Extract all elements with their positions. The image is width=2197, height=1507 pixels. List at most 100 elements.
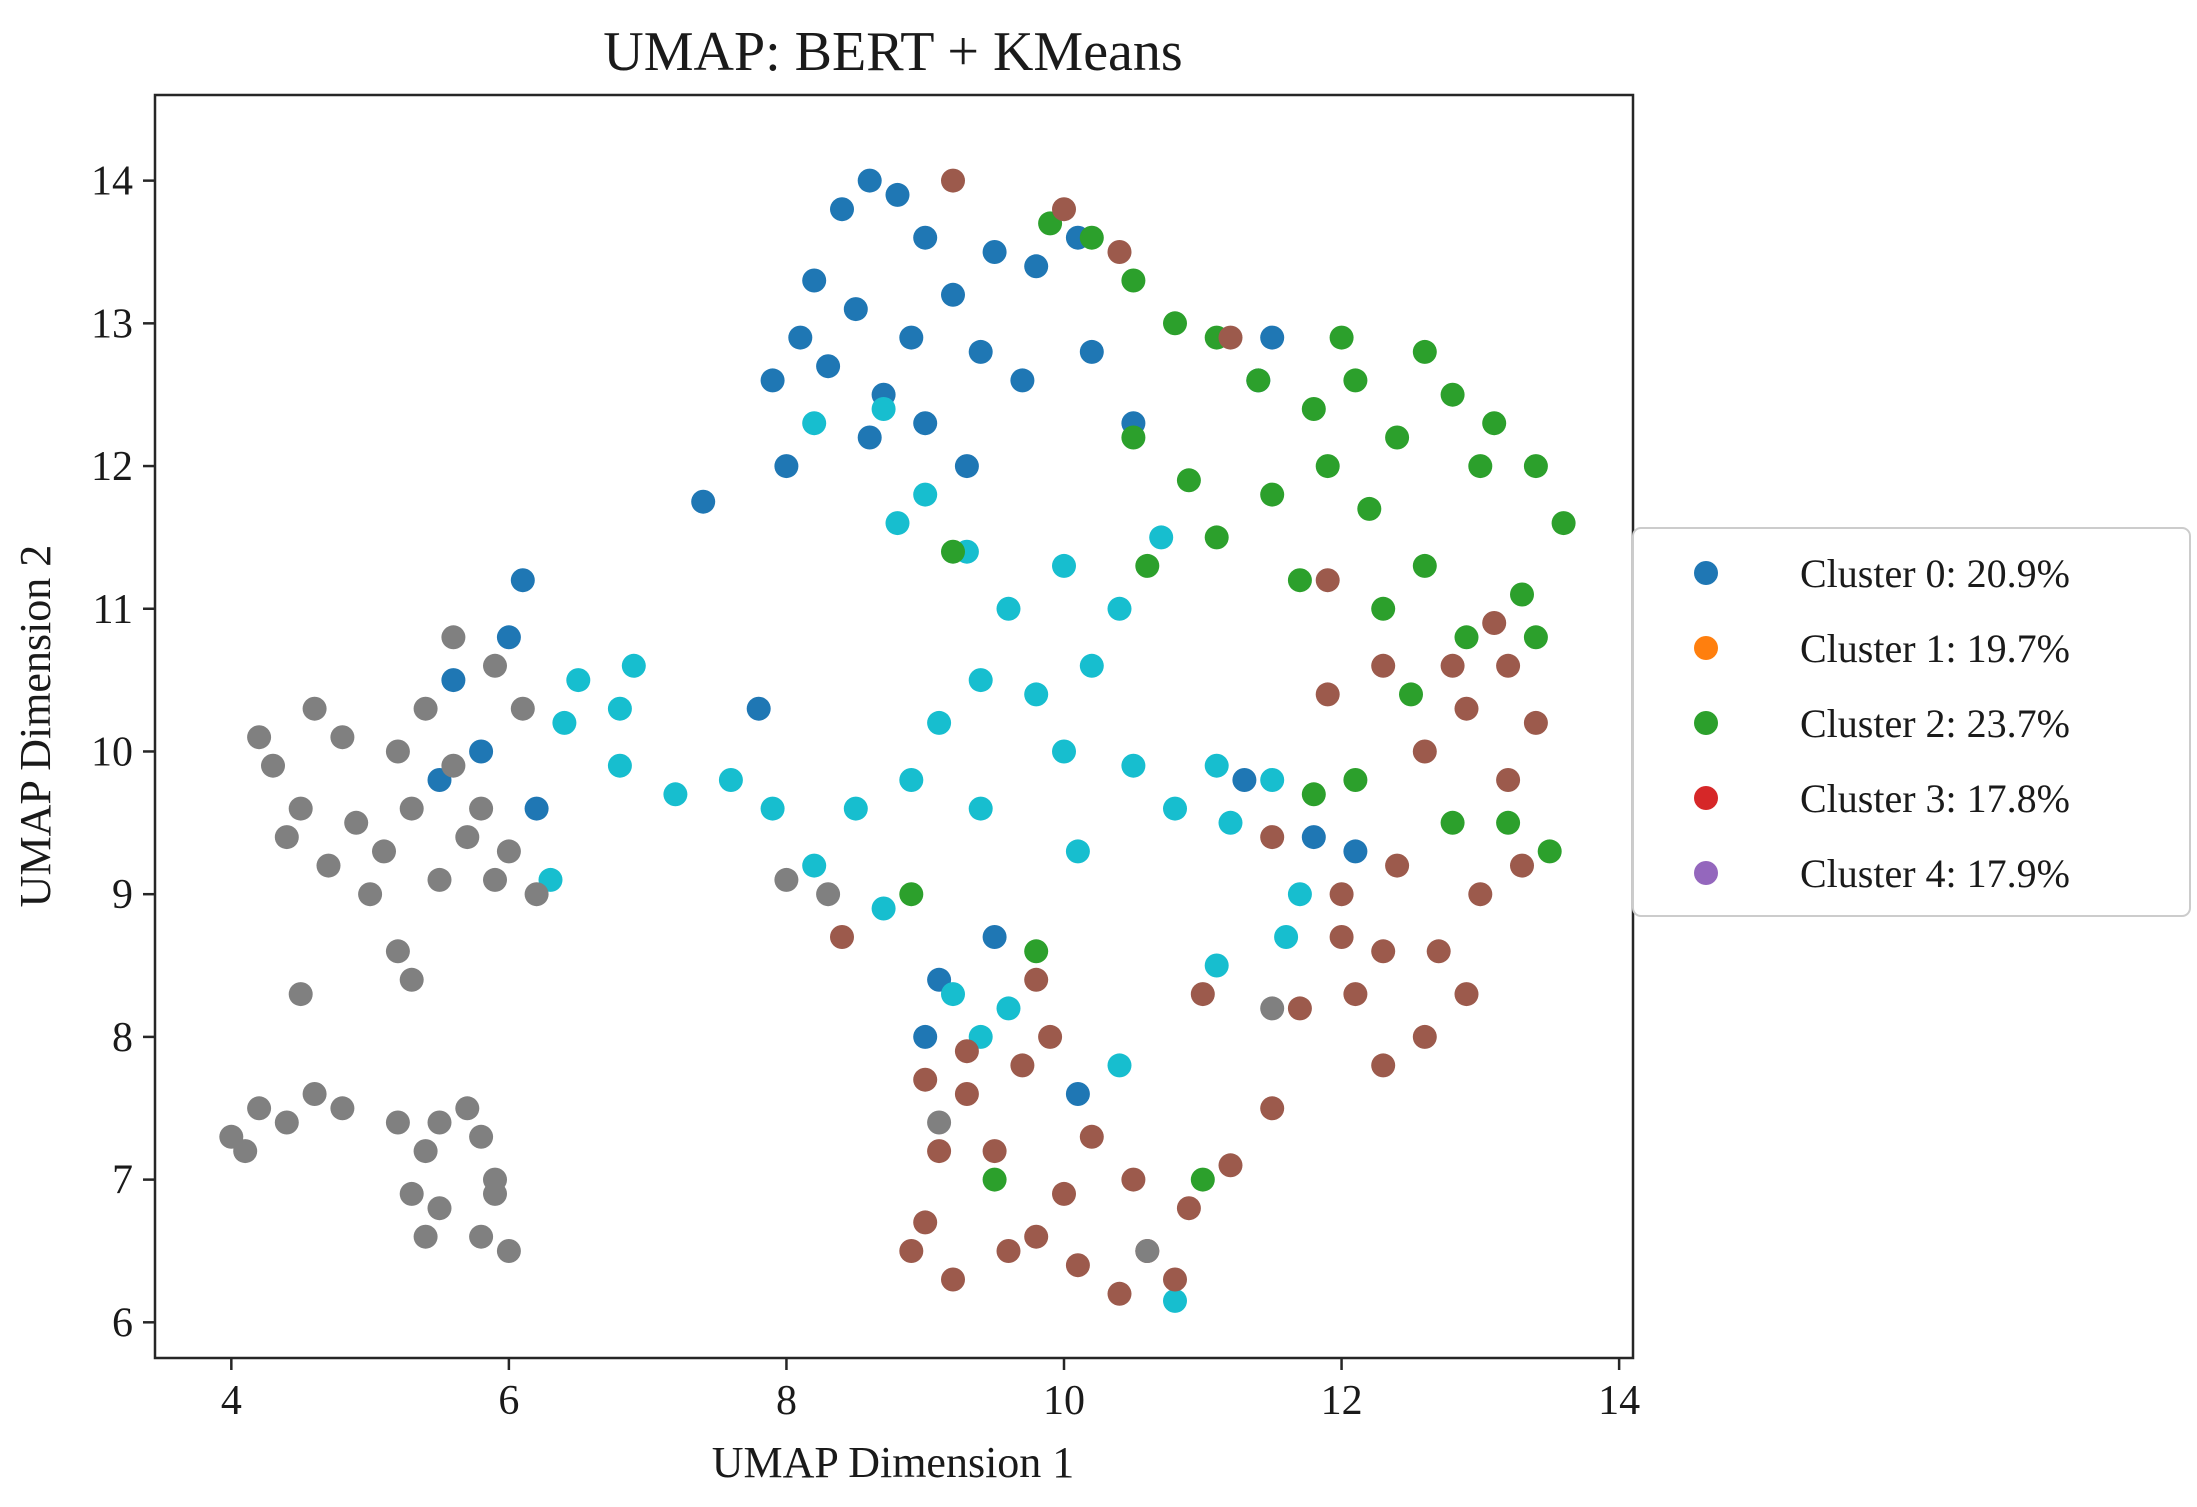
data-point-s4-39 <box>469 1124 494 1149</box>
data-point-s4-4 <box>344 810 369 835</box>
data-point-s0-36 <box>982 925 1007 949</box>
data-point-s0-31 <box>524 796 549 821</box>
data-point-s3-25 <box>1163 1267 1187 1292</box>
data-point-s4-30 <box>330 1096 355 1121</box>
data-point-s1-4 <box>1052 553 1076 578</box>
chart-title: UMAP: BERT + KMeans <box>603 21 1182 83</box>
data-point-s2-16 <box>1315 454 1340 479</box>
data-point-s0-29 <box>510 568 535 593</box>
data-point-s0-34 <box>1301 825 1326 850</box>
data-point-s2-12 <box>1510 582 1534 607</box>
data-point-s2-5 <box>1301 397 1326 421</box>
data-point-s2-34 <box>1024 939 1049 964</box>
data-point-s2-7 <box>1385 425 1410 450</box>
points-layer <box>219 168 1576 1313</box>
data-point-s2-37 <box>899 882 924 907</box>
data-point-s0-5 <box>843 297 868 322</box>
data-point-s3-12 <box>1385 853 1410 878</box>
data-point-s4-1 <box>302 696 327 721</box>
data-point-s3-36 <box>954 1039 979 1064</box>
data-point-s3-2 <box>1496 653 1521 678</box>
legend-marker-3 <box>1694 786 1718 810</box>
y-tick-label-0: 6 <box>112 1300 133 1346</box>
data-point-s1-18 <box>1287 882 1312 907</box>
data-point-s2-38 <box>1287 568 1312 593</box>
data-point-s3-43 <box>941 168 965 193</box>
data-point-s1-31 <box>552 710 577 735</box>
data-point-s3-7 <box>1426 939 1451 964</box>
data-point-s4-41 <box>496 1239 521 1263</box>
data-point-s1-13 <box>1121 753 1146 778</box>
data-point-s2-8 <box>1440 382 1465 407</box>
data-point-s4-20 <box>483 653 507 678</box>
legend-label-3: Cluster 3: 17.8% <box>1800 776 2070 821</box>
data-point-s1-19 <box>843 796 868 821</box>
data-point-s1-1 <box>913 482 938 507</box>
data-point-s0-39 <box>913 1024 938 1049</box>
data-point-s3-27 <box>941 1267 965 1292</box>
data-point-s3-38 <box>1218 325 1243 350</box>
data-point-s3-17 <box>1218 1153 1243 1178</box>
data-point-s1-28 <box>566 668 591 693</box>
data-point-s4-46 <box>927 1110 952 1135</box>
data-point-s3-26 <box>1024 1224 1049 1249</box>
data-point-s4-17 <box>316 853 341 878</box>
legend-label-2: Cluster 2: 23.7% <box>1800 701 2070 746</box>
x-tick-label-1: 6 <box>498 1378 519 1424</box>
data-point-s4-33 <box>413 1139 438 1164</box>
data-point-s4-14 <box>524 882 549 907</box>
data-point-s0-26 <box>441 668 466 693</box>
y-tick-label-7: 13 <box>91 301 133 347</box>
data-point-s1-12 <box>1052 739 1076 764</box>
data-point-s1-25 <box>718 768 743 792</box>
data-point-s1-21 <box>871 896 896 921</box>
data-point-s1-22 <box>941 982 965 1007</box>
data-point-s0-0 <box>802 268 827 293</box>
data-point-s1-14 <box>1163 796 1187 821</box>
data-point-s3-3 <box>1523 710 1548 735</box>
data-point-s0-2 <box>857 168 882 193</box>
data-point-s3-4 <box>1496 768 1521 792</box>
data-point-s3-46 <box>1482 611 1507 635</box>
data-point-s0-38 <box>1065 1082 1090 1106</box>
data-point-s2-22 <box>1329 325 1354 350</box>
data-point-s2-36 <box>1190 1167 1215 1192</box>
data-point-s2-31 <box>1537 839 1562 864</box>
data-point-s3-24 <box>1121 1167 1146 1192</box>
data-point-s3-10 <box>1371 1053 1396 1078</box>
data-point-s2-13 <box>1454 625 1479 650</box>
y-tick-label-8: 14 <box>91 159 133 205</box>
data-point-s2-2 <box>1163 311 1187 336</box>
y-tick-label-4: 10 <box>91 729 133 775</box>
data-point-s1-10 <box>899 768 924 792</box>
x-tick-label-5: 14 <box>1598 1378 1640 1424</box>
data-point-s4-28 <box>274 1110 299 1135</box>
data-point-s4-29 <box>302 1082 327 1106</box>
data-point-s1-30 <box>621 653 646 678</box>
data-point-s3-35 <box>1038 1024 1063 1049</box>
legend: Cluster 0: 20.9% Cluster 1: 19.7% Cluster … <box>1632 527 2191 917</box>
data-point-s0-14 <box>899 325 924 350</box>
data-point-s1-0 <box>871 397 896 421</box>
data-point-s1-6 <box>1079 653 1104 678</box>
data-point-s4-15 <box>427 867 452 892</box>
data-point-s1-41 <box>1163 1288 1187 1313</box>
data-point-s2-15 <box>1357 496 1382 521</box>
x-axis: 4 6 8 10 12 14 <box>221 1358 1640 1424</box>
data-point-s1-8 <box>968 668 993 693</box>
y-tick-label-1: 7 <box>112 1158 133 1204</box>
data-point-s2-23 <box>1412 339 1437 364</box>
plot-frame <box>153 93 1635 1360</box>
data-point-s0-24 <box>1260 325 1285 350</box>
data-point-s2-30 <box>1440 810 1465 835</box>
data-point-s3-22 <box>1052 1181 1076 1206</box>
data-point-s4-23 <box>399 967 424 992</box>
data-point-s4-9 <box>441 753 466 778</box>
data-point-s3-33 <box>899 1239 924 1263</box>
y-tick-label-2: 8 <box>112 1015 133 1061</box>
legend-marker-4 <box>1694 861 1718 885</box>
data-point-s1-39 <box>760 796 785 821</box>
x-tick-label-3: 10 <box>1043 1378 1085 1424</box>
data-point-s2-28 <box>1301 782 1326 807</box>
